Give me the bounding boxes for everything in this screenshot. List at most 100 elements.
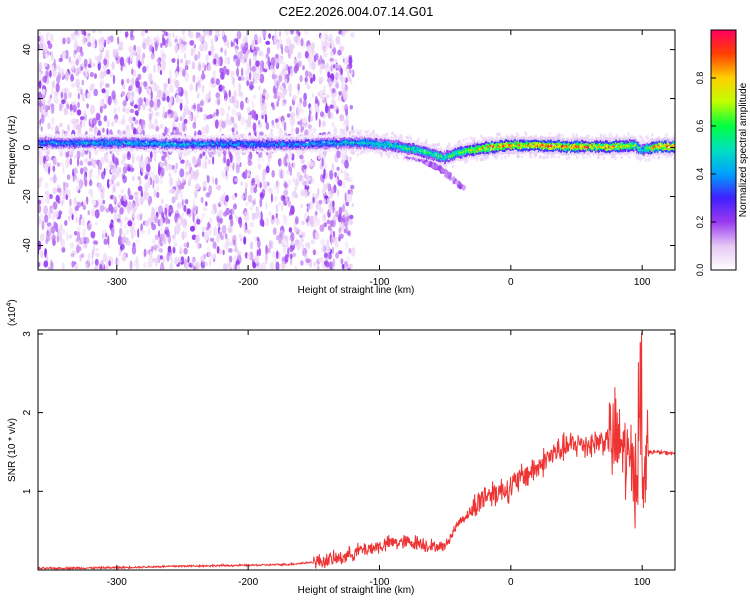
noise-cell <box>222 224 227 234</box>
noise-cell <box>120 65 123 72</box>
noise-cell <box>122 166 128 174</box>
noise-cell <box>131 228 136 237</box>
noise-cell <box>75 78 80 88</box>
noise-cell <box>89 173 93 179</box>
noise-cell <box>318 118 321 128</box>
noise-cell <box>240 194 245 200</box>
noise-cell <box>331 121 335 128</box>
noise-cell <box>64 220 68 226</box>
ridge-cell <box>154 134 157 137</box>
noise-cell <box>130 122 134 131</box>
noise-cell <box>47 105 51 111</box>
halo-cell <box>352 129 356 134</box>
halo-cell <box>520 155 524 159</box>
noise-cell <box>153 97 156 106</box>
noise-cell <box>46 222 52 227</box>
branch-cell <box>428 162 432 168</box>
noise-cell <box>310 239 315 245</box>
noise-cell <box>205 226 209 231</box>
noise-cell <box>60 162 64 167</box>
noise-cell <box>140 160 145 168</box>
noise-cell <box>182 89 188 96</box>
noise-cell <box>150 52 155 60</box>
noise-cell <box>271 119 275 126</box>
noise-cell <box>205 124 210 135</box>
noise-cell <box>57 187 62 193</box>
noise-cell <box>286 113 291 118</box>
noise-cell <box>299 74 303 83</box>
noise-cell <box>142 42 147 50</box>
noise-cell <box>338 95 341 102</box>
noise-cell <box>45 238 49 245</box>
noise-cell <box>163 31 168 36</box>
noise-cell <box>192 198 196 206</box>
noise-cell <box>226 40 230 49</box>
noise-cell <box>179 102 183 111</box>
noise-cell <box>259 181 262 189</box>
noise-cell <box>108 36 112 41</box>
noise-cell <box>258 120 261 125</box>
halo-cell <box>516 154 519 158</box>
noise-cell <box>262 30 266 39</box>
noise-cell <box>122 175 127 184</box>
noise-cell <box>248 71 252 81</box>
noise-cell <box>46 162 50 167</box>
noise-cell <box>290 205 295 216</box>
noise-cell <box>248 114 252 121</box>
noise-cell <box>242 46 247 55</box>
noise-cell <box>285 78 288 86</box>
noise-cell <box>128 190 131 196</box>
noise-cell <box>134 191 139 196</box>
noise-cell <box>73 167 78 175</box>
noise-cell <box>115 181 120 187</box>
noise-cell <box>191 156 197 163</box>
noise-cell <box>188 114 193 121</box>
noise-cell <box>284 121 287 132</box>
noise-cell <box>128 45 133 53</box>
noise-cell <box>195 261 200 270</box>
noise-cell <box>204 160 208 170</box>
noise-cell <box>268 211 273 217</box>
noise-cell <box>351 250 355 256</box>
noise-cell <box>62 165 65 174</box>
noise-cell <box>279 160 282 167</box>
noise-cell <box>289 245 294 253</box>
noise-cell <box>171 196 176 204</box>
noise-cell <box>45 190 50 199</box>
noise-cell <box>330 227 333 235</box>
noise-cell <box>170 188 176 194</box>
noise-cell <box>315 250 318 256</box>
noise-cell <box>140 81 143 88</box>
noise-cell <box>294 226 299 233</box>
noise-cell <box>247 194 253 203</box>
halo-cell <box>557 132 561 137</box>
noise-cell <box>111 227 115 238</box>
noise-cell <box>217 57 222 67</box>
noise-cell <box>40 105 44 113</box>
noise-cell <box>150 171 155 180</box>
noise-cell <box>236 215 239 222</box>
noise-cell <box>134 119 139 125</box>
noise-cell <box>187 255 190 264</box>
noise-cell <box>288 83 293 93</box>
noise-cell <box>296 101 302 112</box>
noise-cell <box>326 219 331 225</box>
noise-cell <box>66 103 70 110</box>
halo-cell <box>648 158 652 162</box>
noise-cell <box>119 56 125 67</box>
noise-cell <box>242 224 246 231</box>
noise-cell <box>118 120 121 126</box>
noise-cell <box>317 154 321 160</box>
noise-cell <box>338 227 342 233</box>
noise-cell <box>318 76 323 85</box>
noise-cell <box>271 214 275 220</box>
noise-cell <box>344 119 350 126</box>
noise-cell <box>126 92 132 100</box>
noise-cell <box>312 249 317 256</box>
noise-cell <box>228 255 233 263</box>
noise-cell <box>184 174 188 180</box>
noise-cell <box>181 198 184 207</box>
noise-cell <box>314 103 318 110</box>
noise-cell <box>176 223 181 233</box>
noise-cell <box>50 51 53 60</box>
